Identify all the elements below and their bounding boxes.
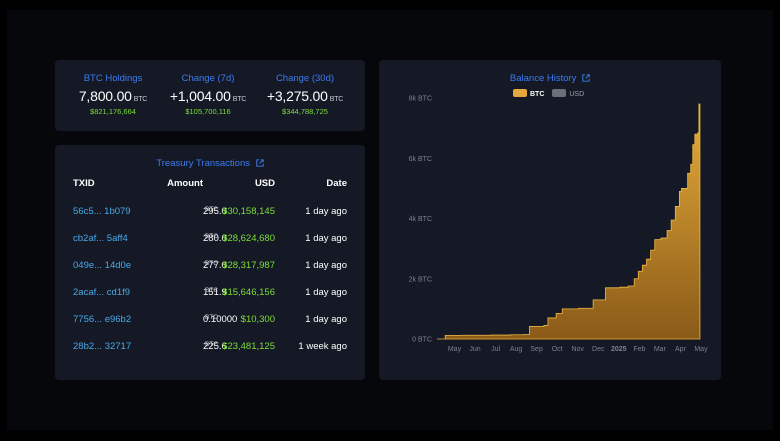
balance-history-chart: 0 BTC 2k BTC 4k BTC 6k BTC 8k BTC May Jun Jul A… [409, 96, 708, 354]
stat-label: Change (30d) [275, 73, 335, 84]
chart-legend: BTC USD [513, 89, 590, 98]
x-tick-label: Feb [633, 346, 645, 353]
col-header-date: Date [326, 178, 347, 189]
txid-link[interactable]: 7756... e96b2 [73, 314, 132, 325]
date-cell: 1 day ago [305, 260, 347, 271]
x-tick-label: Sep [530, 346, 543, 353]
x-tick-label: May [448, 346, 462, 353]
stat-usd: $105,700,116 [185, 107, 231, 116]
txid-link[interactable]: cb2af... 5aff4 [73, 233, 128, 244]
usd-cell: $28,624,680 [222, 233, 275, 244]
holdings-summary-card: BTC Holdings 7,800.00 BTC $821,176,664 Ch… [55, 60, 365, 131]
usd-cell: $15,646,156 [222, 287, 275, 298]
date-cell: 1 week ago [298, 341, 347, 352]
transactions-title-link[interactable]: Treasury Transactions [55, 158, 365, 169]
stat-label: BTC Holdings [83, 73, 143, 84]
usd-cell: $10,300 [240, 314, 275, 325]
date-cell: 1 day ago [305, 314, 347, 325]
col-header-usd: USD [254, 178, 275, 189]
col-header-amount: Amount [167, 178, 203, 189]
date-cell: 1 day ago [305, 206, 347, 217]
stat-value: +3,275.00 BTC [266, 88, 344, 104]
table-row: 28b2... 32717 225.6 BTC $23,481,125 1 wee… [73, 341, 347, 352]
y-tick-label: 4k BTC [409, 216, 432, 223]
stat-usd: $344,788,725 [282, 107, 328, 116]
date-cell: 1 day ago [305, 233, 347, 244]
txid-link[interactable]: 2acaf... cd1f9 [73, 287, 131, 298]
stat-value: +1,004.00 BTC [169, 88, 247, 104]
x-tick-label: Aug [510, 346, 523, 353]
txid-link[interactable]: 28b2... 32717 [73, 341, 132, 352]
x-tick-label: Nov [571, 346, 584, 353]
y-tick-label: 8k BTC [409, 96, 432, 103]
date-cell: 1 day ago [305, 287, 347, 298]
external-link-icon [582, 74, 590, 82]
txid-link[interactable]: 049e... 14d0e [73, 260, 132, 271]
usd-cell: $28,317,987 [222, 260, 275, 271]
y-tick-label: 0 BTC [412, 337, 432, 344]
y-tick-label: 6k BTC [409, 156, 432, 163]
stat-btc-holdings: BTC Holdings 7,800.00 BTC $821,176,664 [65, 73, 161, 116]
x-tick-label: Apr [675, 346, 687, 353]
chart-title-link[interactable]: Balance History [379, 73, 721, 84]
x-tick-label: Jun [469, 346, 480, 353]
stat-label: Change (7d) [181, 73, 235, 84]
table-row: 2acaf... cd1f9 151.9 BTC $15,646,156 1 da… [73, 287, 347, 298]
x-tick-label: Dec [592, 346, 605, 353]
table-row: 049e... 14d0e 277.0 BTC $28,317,987 1 day… [73, 260, 347, 271]
btc-balance-area [437, 103, 701, 340]
col-header-txid: TXID [73, 178, 95, 189]
legend-item-usd[interactable]: USD [552, 89, 584, 98]
stat-value: 7,800.00 BTC [78, 88, 148, 104]
external-link-icon [255, 159, 264, 167]
balance-history-card: Balance History BTC USD 0 BTC 2k BTC 4k BT… [379, 60, 721, 380]
usd-cell: $30,158,145 [222, 206, 275, 217]
legend-item-btc[interactable]: BTC [513, 89, 544, 98]
x-tick-label: Oct [552, 346, 563, 353]
table-row: 56c5... 1b079 295.0 BTC $30,158,145 1 day… [73, 206, 347, 217]
stat-change-30d: Change (30d) +3,275.00 BTC $344,788,725 [257, 73, 353, 116]
stat-change-7d: Change (7d) +1,004.00 BTC $105,700,116 [160, 73, 256, 116]
txid-link[interactable]: 56c5... 1b079 [73, 206, 131, 217]
table-row: 7756... e96b2 0.10000 BTC $10,300 1 day a… [73, 314, 347, 325]
x-tick-label: 2025 [611, 346, 627, 353]
usd-cell: $23,481,125 [222, 341, 275, 352]
table-row: cb2af... 5aff4 280.0 BTC $28,624,680 1 da… [73, 233, 347, 244]
y-tick-label: 2k BTC [409, 276, 432, 283]
x-tick-label: Mar [654, 346, 667, 353]
x-tick-label: Jul [491, 346, 500, 353]
stat-usd: $821,176,664 [90, 107, 136, 116]
treasury-transactions-card: Treasury Transactions TXID Amount USD Da… [55, 145, 365, 380]
x-tick-label: May [694, 346, 708, 353]
